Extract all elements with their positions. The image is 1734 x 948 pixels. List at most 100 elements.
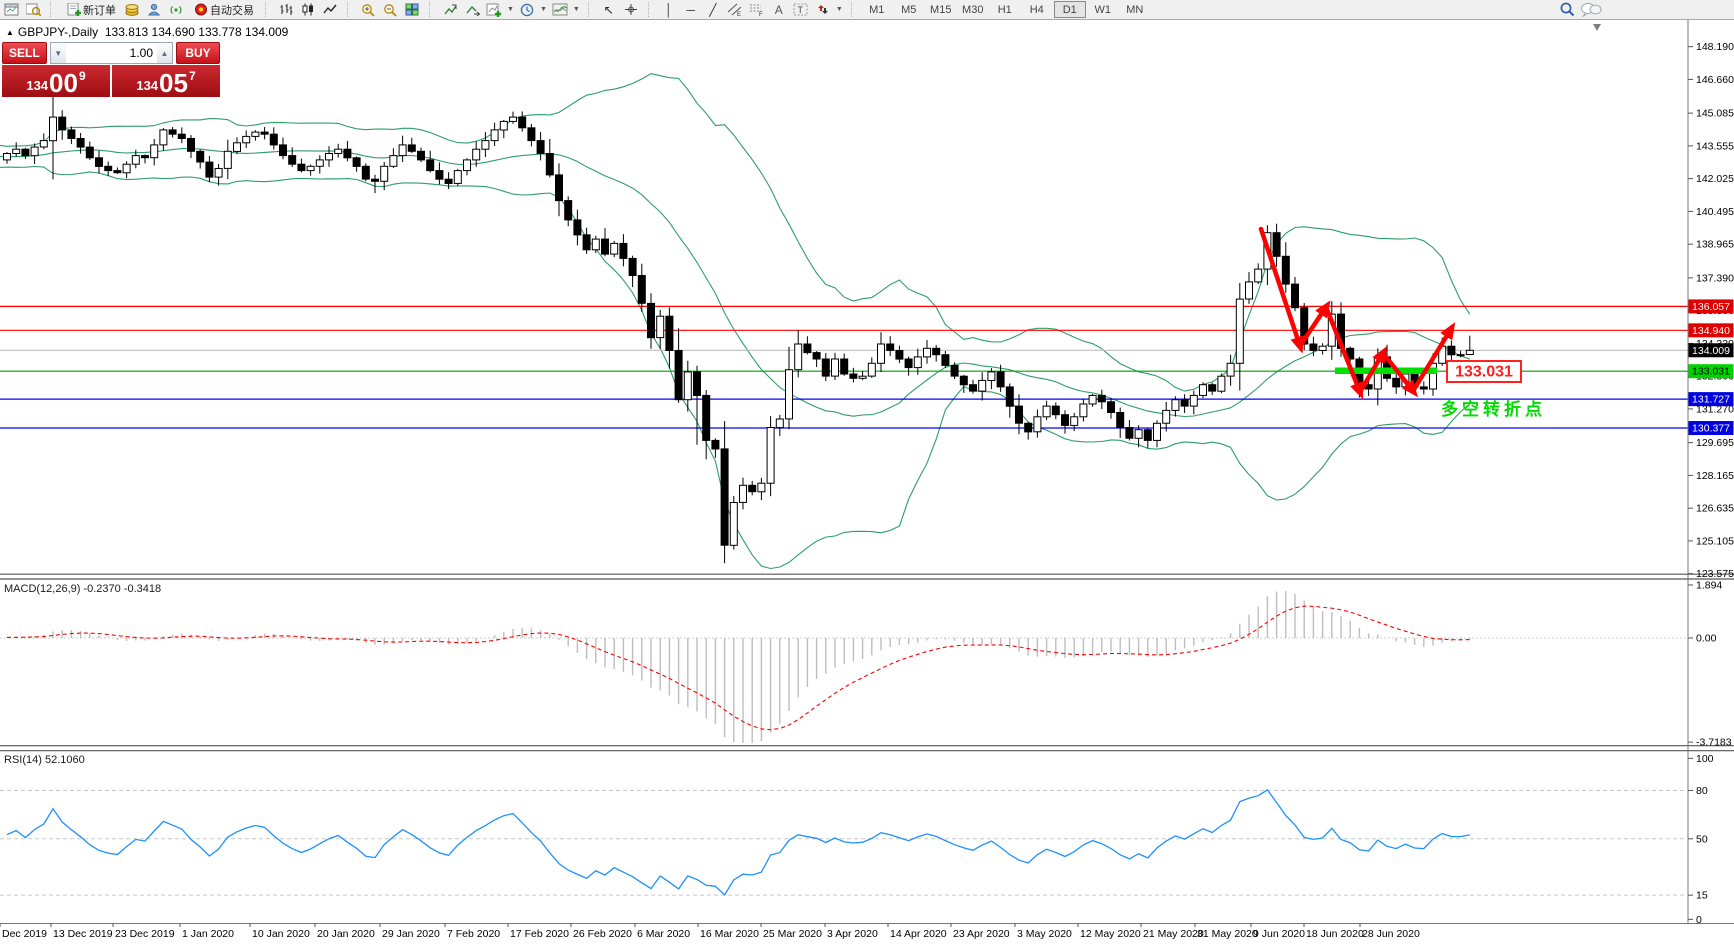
buy-price-display[interactable]: 134 05 7 <box>112 65 220 97</box>
periods-dropdown-icon[interactable]: ▼ <box>539 6 547 13</box>
candle <box>95 157 103 167</box>
candle <box>775 418 784 429</box>
volume-decrease-button[interactable]: ▼ <box>50 43 66 63</box>
candle <box>30 146 39 157</box>
candle <box>472 148 481 161</box>
timeframe-W1[interactable]: W1 <box>1094 3 1112 16</box>
profile-icon[interactable] <box>23 1 43 18</box>
candle <box>1180 399 1189 407</box>
candle <box>85 146 94 159</box>
autotrading-button[interactable]: 自动交易 <box>188 1 258 18</box>
sell-button[interactable]: SELL <box>2 42 47 64</box>
toolbar-separator <box>647 2 654 17</box>
price-label-box <box>1446 360 1522 383</box>
zigzag-arrow <box>1357 346 1388 395</box>
candle <box>831 358 839 377</box>
bollinger-bands <box>0 73 1471 570</box>
candle <box>702 394 711 441</box>
candle <box>693 371 701 396</box>
vertical-line-icon[interactable]: │ <box>665 2 673 17</box>
price-badge <box>1688 421 1734 436</box>
timeframe-M1[interactable]: M1 <box>869 3 885 16</box>
volume-increase-button[interactable]: ▲ <box>157 43 172 63</box>
candle <box>325 153 333 161</box>
periods-clock-icon[interactable] <box>517 1 537 18</box>
candle <box>766 427 775 484</box>
candle <box>122 163 131 174</box>
volume-input[interactable] <box>65 43 157 63</box>
date-label: 26 Feb 2020 <box>573 928 632 940</box>
cursor-icon[interactable]: ↖ <box>603 2 614 17</box>
candle <box>371 178 379 182</box>
symbol-marker-icon: ▲ <box>6 28 14 37</box>
fibonacci-icon[interactable]: F <box>747 1 767 18</box>
accounts-person-icon[interactable] <box>144 1 164 18</box>
date-label: 3 Apr 2020 <box>827 928 878 940</box>
timeframe-D1[interactable]: D1 <box>1053 1 1086 18</box>
chat-icon[interactable] <box>1579 1 1603 18</box>
candle <box>591 238 600 251</box>
indicators-dropdown-icon[interactable]: ▼ <box>507 6 514 13</box>
price-axis[interactable]: 148.190 146.660 145.085 143.555 142.025 140.4… <box>1688 41 1734 926</box>
timeframe-M5[interactable]: M5 <box>901 3 917 16</box>
text-tool-icon[interactable]: A <box>774 2 783 17</box>
timeframe-M30[interactable]: M30 <box>962 3 984 16</box>
candle <box>555 174 563 202</box>
candle-chart-icon[interactable] <box>298 1 318 18</box>
candles <box>3 72 1474 564</box>
tile-windows-icon[interactable] <box>402 1 422 18</box>
auto-scroll-icon[interactable] <box>462 1 482 18</box>
price-tick-label: 146.660 <box>1696 74 1734 86</box>
candle <box>748 484 757 493</box>
candle <box>288 155 297 165</box>
search-icon[interactable] <box>1557 1 1577 18</box>
timeframe-M15[interactable]: M15 <box>930 3 952 16</box>
candle <box>959 375 968 386</box>
templates-dropdown-icon[interactable]: ▼ <box>572 6 580 13</box>
arrows-tool-icon[interactable] <box>813 1 833 18</box>
chart-window-icon[interactable] <box>1 1 21 18</box>
signals-icon[interactable] <box>166 1 186 18</box>
candle <box>380 165 389 182</box>
text-label-icon[interactable]: T <box>791 1 811 18</box>
timeframe-MN[interactable]: MN <box>1126 3 1144 16</box>
arrows-dropdown-icon[interactable]: ▼ <box>835 6 843 13</box>
timeframe-H4[interactable]: H4 <box>1029 3 1044 16</box>
candle <box>913 356 922 369</box>
history-center-icon[interactable] <box>122 1 142 18</box>
candle <box>49 116 57 142</box>
indicators-icon[interactable] <box>484 1 504 18</box>
candle <box>950 364 959 377</box>
trendline-icon[interactable]: ╱ <box>709 2 717 17</box>
rsi-label: RSI(14) 52.1060 <box>4 754 85 766</box>
timeframe-H1[interactable]: H1 <box>997 3 1012 16</box>
channel-icon[interactable]: E <box>725 1 745 18</box>
bar-chart-icon[interactable] <box>276 1 296 18</box>
candle <box>417 150 425 161</box>
zoom-out-icon[interactable] <box>380 1 400 18</box>
candle <box>1079 403 1088 418</box>
date-label: 14 Apr 2020 <box>890 928 947 940</box>
candle <box>389 155 398 167</box>
candle <box>426 159 435 172</box>
candle <box>1134 429 1143 439</box>
sell-price-display[interactable]: 134 00 9 <box>2 65 110 97</box>
zoom-in-icon[interactable] <box>358 1 378 18</box>
candle <box>711 439 720 450</box>
candle <box>435 170 444 180</box>
chart-shift-marker <box>1593 24 1601 31</box>
candle <box>1456 354 1465 357</box>
buy-button[interactable]: BUY <box>176 42 220 64</box>
new-order-button[interactable]: 新订单 <box>61 1 120 18</box>
candle <box>481 140 490 150</box>
templates-icon[interactable] <box>550 1 570 18</box>
date-axis[interactable]: Dec 2019 13 Dec 2019 23 Dec 2019 1 Jan 2020… <box>0 923 1420 941</box>
one-click-trading-panel: SELL ▼ ▲ BUY 134 00 9 134 05 7 <box>2 42 220 97</box>
candle <box>343 148 352 159</box>
candle <box>361 165 370 180</box>
crosshair-icon[interactable] <box>621 1 641 18</box>
chart-shift-icon[interactable] <box>440 1 460 18</box>
horizontal-line-icon[interactable]: ─ <box>686 2 696 17</box>
line-chart-icon[interactable] <box>320 1 340 18</box>
